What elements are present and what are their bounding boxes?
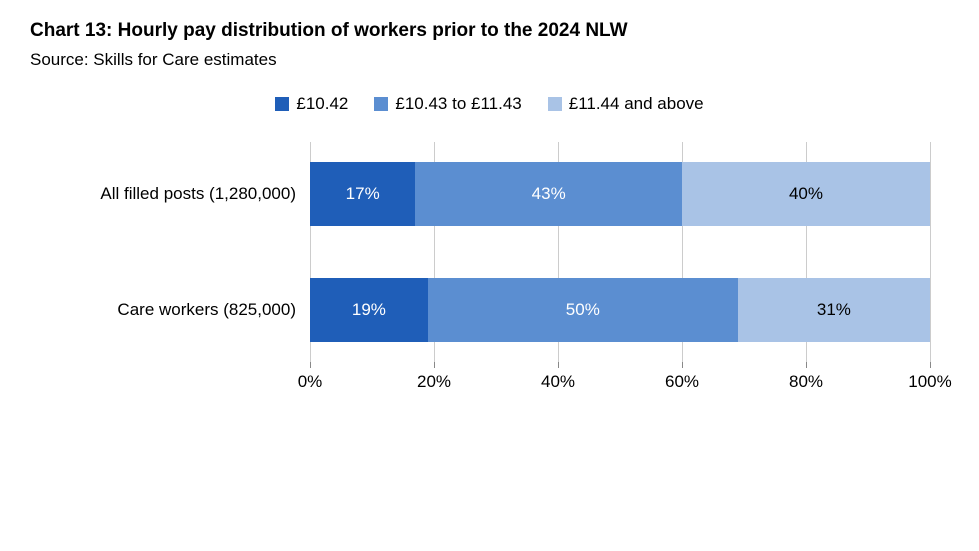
x-tick [682,362,683,368]
x-tick [558,362,559,368]
bar-row: Care workers (825,000)19%50%31% [310,278,930,342]
x-tick [434,362,435,368]
x-tick-label: 60% [665,372,699,392]
bar-segment: 40% [682,162,930,226]
x-tick [806,362,807,368]
x-tick-label: 40% [541,372,575,392]
x-tick [930,362,931,368]
legend-swatch [275,97,289,111]
x-tick-label: 80% [789,372,823,392]
chart-plot-area: All filled posts (1,280,000)17%43%40% Car… [310,142,930,408]
bar-segment: 19% [310,278,428,342]
chart-title: Chart 13: Hourly pay distribution of wor… [30,20,949,42]
bar-segment: 17% [310,162,415,226]
chart-bars: All filled posts (1,280,000)17%43%40% Car… [310,142,930,362]
legend-item: £10.43 to £11.43 [374,94,521,114]
bar-row: All filled posts (1,280,000)17%43%40% [310,162,930,226]
bar-segment: 31% [738,278,930,342]
chart-source: Source: Skills for Care estimates [30,50,949,70]
bar-category-label: All filled posts (1,280,000) [100,184,296,204]
legend-item: £11.44 and above [548,94,704,114]
legend-label: £11.44 and above [569,94,704,114]
bar-segment: 43% [415,162,682,226]
chart-x-axis: 0%20%40%60%80%100% [310,368,930,408]
gridline [930,142,931,362]
bar-category-label: Care workers (825,000) [117,300,296,320]
legend-swatch [548,97,562,111]
x-tick-label: 20% [417,372,451,392]
x-tick [310,362,311,368]
legend-label: £10.43 to £11.43 [395,94,521,114]
x-tick-label: 0% [298,372,323,392]
legend-label: £10.42 [296,94,348,114]
legend-item: £10.42 [275,94,348,114]
chart-legend: £10.42 £10.43 to £11.43 £11.44 and above [30,94,949,114]
x-tick-label: 100% [908,372,951,392]
bar-segment: 50% [428,278,738,342]
legend-swatch [374,97,388,111]
